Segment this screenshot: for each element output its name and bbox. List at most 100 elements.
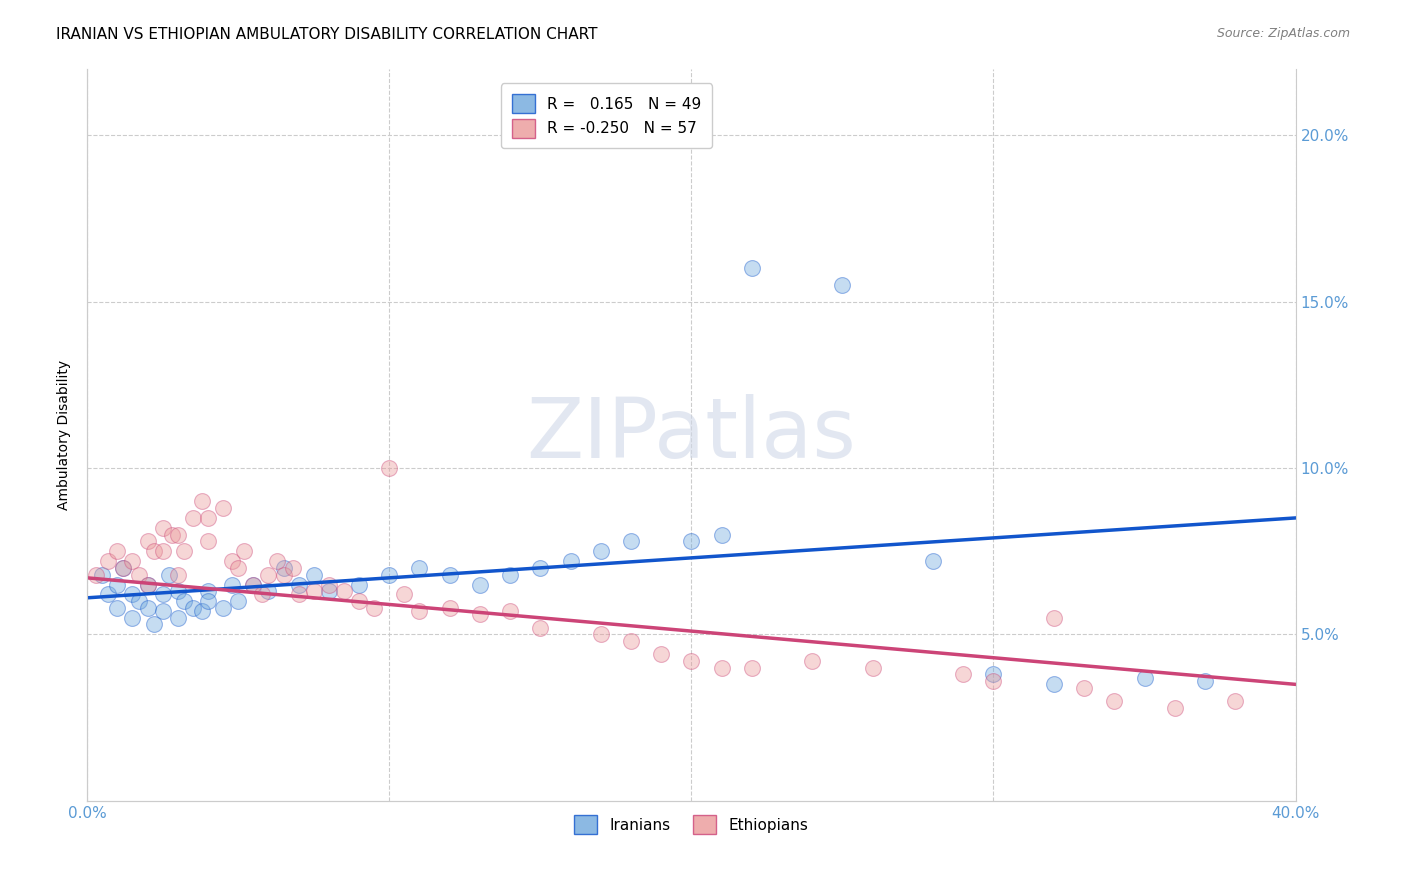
Point [681,654,703,668]
Point [142,617,165,632]
Point [801,654,824,668]
Point [831,277,853,292]
Point [128,594,150,608]
Point [166,567,188,582]
Point [105,577,128,591]
Point [589,627,612,641]
Y-axis label: Ambulatory Disability: Ambulatory Disability [58,359,72,509]
Point [318,584,340,599]
Point [121,554,143,568]
Point [620,634,643,648]
Point [226,594,249,608]
Point [333,584,356,599]
Point [302,567,325,582]
Point [1164,700,1187,714]
Point [1073,681,1095,695]
Point [157,567,180,582]
Point [197,584,219,599]
Point [952,667,974,681]
Point [287,587,309,601]
Point [173,544,195,558]
Point [302,584,325,599]
Point [152,604,174,618]
Point [468,607,491,622]
Point [91,567,114,582]
Point [233,544,256,558]
Point [121,587,143,601]
Point [1043,677,1066,691]
Point [105,600,128,615]
Point [741,261,763,276]
Point [529,621,551,635]
Point [529,561,551,575]
Point [212,500,235,515]
Point [281,561,304,575]
Point [1043,611,1066,625]
Point [221,554,243,568]
Point [197,534,219,549]
Point [191,604,214,618]
Point [166,527,188,541]
Point [273,561,295,575]
Point [741,661,763,675]
Point [181,600,204,615]
Point [1223,694,1246,708]
Point [97,554,120,568]
Point [142,544,165,558]
Point [620,534,643,549]
Point [266,554,288,568]
Point [136,577,159,591]
Point [112,561,135,575]
Point [197,594,219,608]
Point [152,544,174,558]
Point [242,577,264,591]
Point [560,554,582,568]
Point [112,561,135,575]
Point [378,567,401,582]
Point [983,673,1005,688]
Point [983,667,1005,681]
Point [152,587,174,601]
Point [252,587,274,601]
Point [242,577,264,591]
Point [439,600,461,615]
Point [394,587,416,601]
Legend: Iranians, Ethiopians: Iranians, Ethiopians [564,805,820,845]
Point [212,600,235,615]
Point [221,577,243,591]
Point [439,567,461,582]
Point [105,544,128,558]
Point [363,600,385,615]
Point [1133,671,1156,685]
Point [136,600,159,615]
Point [681,534,703,549]
Point [136,534,159,549]
Point [257,567,280,582]
Point [1194,673,1216,688]
Point [273,567,295,582]
Point [710,527,733,541]
Text: ZIPatlas: ZIPatlas [526,394,856,475]
Point [152,521,174,535]
Point [408,561,430,575]
Point [160,527,183,541]
Point [408,604,430,618]
Point [318,577,340,591]
Point [468,577,491,591]
Point [191,494,214,508]
Point [128,567,150,582]
Point [166,611,188,625]
Point [347,577,370,591]
Point [226,561,249,575]
Point [181,511,204,525]
Point [287,577,309,591]
Point [499,567,522,582]
Point [862,661,884,675]
Point [97,587,120,601]
Point [197,511,219,525]
Text: IRANIAN VS ETHIOPIAN AMBULATORY DISABILITY CORRELATION CHART: IRANIAN VS ETHIOPIAN AMBULATORY DISABILI… [56,27,598,42]
Point [136,577,159,591]
Point [650,648,672,662]
Point [347,594,370,608]
Point [84,567,107,582]
